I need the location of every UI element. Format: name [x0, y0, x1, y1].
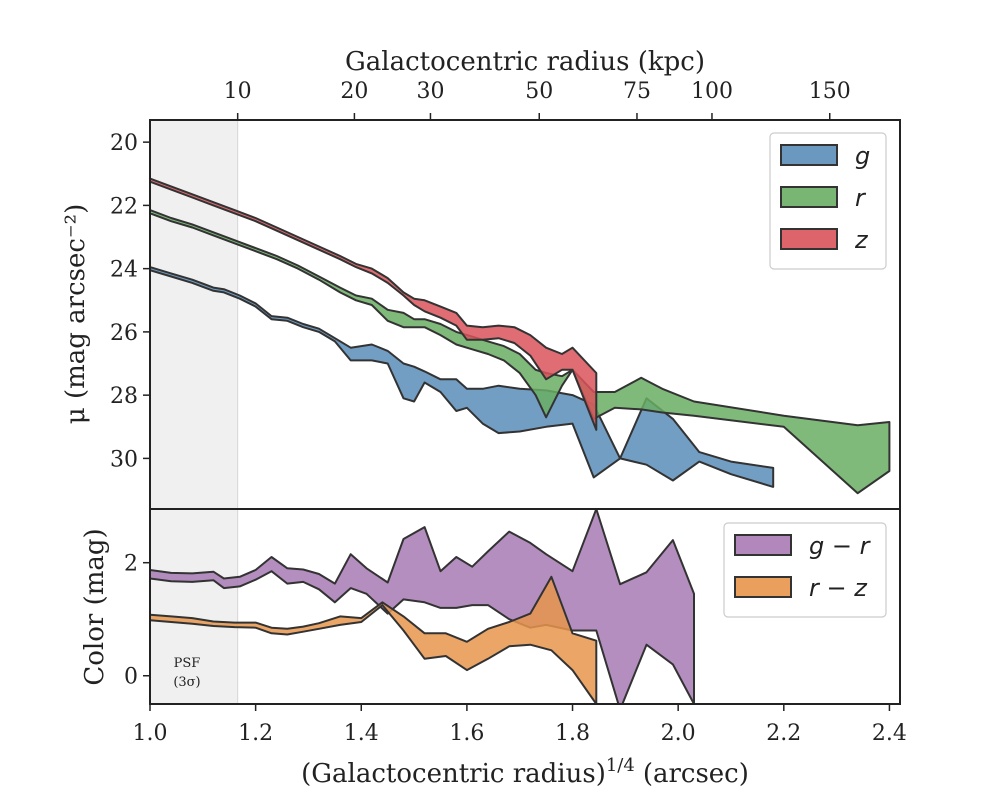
legend-label-surface-brightness-1: r: [855, 184, 867, 212]
top-tick-label-6: 150: [809, 79, 851, 104]
band-surface-brightness-0: [150, 266, 775, 488]
panel-bands-surface-brightness: [150, 177, 891, 495]
x-tick-label-4: 1.8: [555, 721, 590, 746]
legend-swatch-surface-brightness-0: [780, 144, 838, 166]
legend-swatch-surface-brightness-2: [780, 228, 838, 250]
x-axis-label: (Galactocentric radius)1/4 (arcsec): [301, 755, 749, 789]
top-tick-label-0: 10: [224, 79, 252, 104]
top-tick-label-1: 20: [340, 79, 368, 104]
panel-surface-brightness: 20 22 24 26 28 30 grz: [110, 119, 901, 510]
y-tick-label-0-5: 30: [110, 447, 138, 472]
psf-region-0: [150, 120, 238, 509]
top-tick-label-4: 75: [623, 79, 651, 104]
panel-bands-color: [150, 509, 695, 704]
y-tick-label-0-1: 22: [110, 194, 138, 219]
top-tick-label-2: 30: [416, 79, 444, 104]
plot-layer: 20 22 24 26 28 30 grz 0 2 g − r r − z 1.0 1.2 1.4 1.6 1…: [110, 79, 907, 746]
legend-label-color-0: g − r: [809, 532, 872, 560]
y-tick-label-0-0: 20: [110, 131, 138, 156]
y-tick-label-0-4: 28: [110, 384, 138, 409]
legend-label-surface-brightness-2: z: [854, 226, 869, 254]
x-tick-label-6: 2.2: [766, 721, 801, 746]
x-tick-label-2: 1.4: [344, 721, 379, 746]
x-axis-label-unit: (arcsec): [643, 759, 749, 789]
legend-label-color-1: r − z: [809, 574, 868, 602]
top-tick-label-3: 50: [525, 79, 553, 104]
x-tick-label-3: 1.6: [449, 721, 484, 746]
panel-color: 0 2 g − r r − z: [124, 508, 901, 705]
band-surface-brightness-1: [150, 209, 891, 495]
psf-sigma-label: (3σ): [173, 675, 200, 690]
psf-region-1: [150, 509, 238, 704]
x-tick-label-5: 2.0: [661, 721, 696, 746]
y-tick-label-0-3: 26: [110, 321, 138, 346]
legend-swatch-color-0: [734, 534, 792, 556]
legend-swatch-surface-brightness-1: [780, 186, 838, 208]
top-axis-title: Galactocentric radius (kpc): [345, 47, 705, 77]
x-tick-label-0: 1.0: [133, 721, 168, 746]
x-axis-label-exponent: 1/4: [606, 755, 635, 776]
legend-label-surface-brightness-0: g: [855, 142, 870, 170]
y-tick-label-1-0: 0: [124, 665, 138, 690]
y-tick-label-1-1: 2: [124, 552, 138, 577]
legend-swatch-color-1: [734, 576, 792, 598]
y-tick-label-0-2: 24: [110, 258, 138, 283]
band-color-1: [150, 575, 598, 704]
bottom-panel-y-axis-label: Color (mag): [80, 528, 110, 685]
top-tick-label-5: 100: [691, 79, 733, 104]
panel-frame-1: [149, 508, 901, 705]
psf-label: PSF: [174, 656, 201, 671]
band-color-0: [150, 509, 695, 704]
band-surface-brightness-2: [150, 177, 598, 431]
top-panel-y-axis-label: μ (mag arcsec⁻²): [61, 204, 91, 424]
x-tick-label-7: 2.4: [872, 721, 907, 746]
x-tick-label-1: 1.2: [238, 721, 273, 746]
x-axis-label-main: (Galactocentric radius): [301, 759, 606, 789]
